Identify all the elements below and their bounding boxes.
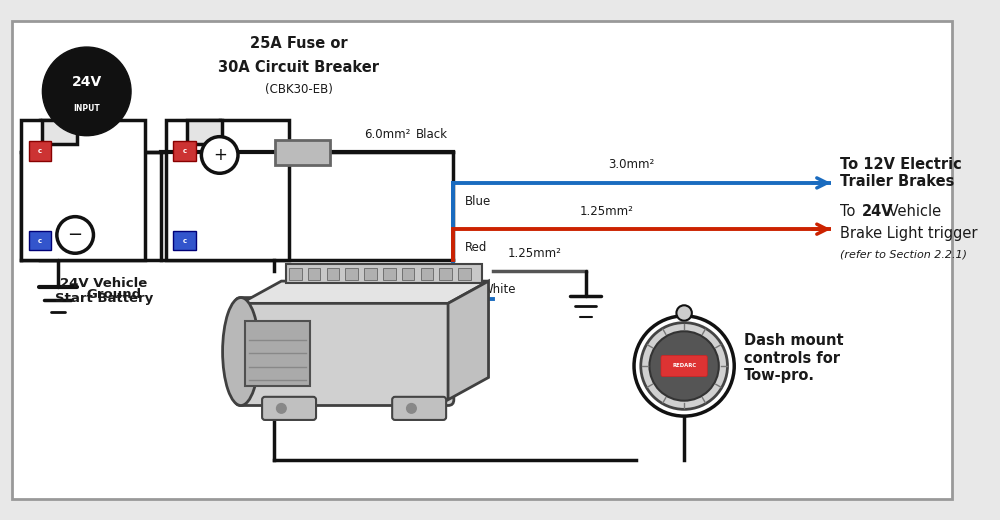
FancyBboxPatch shape — [12, 21, 952, 499]
Text: Brake Light trigger: Brake Light trigger — [840, 226, 978, 241]
Text: 30A Circuit Breaker: 30A Circuit Breaker — [218, 60, 379, 74]
FancyBboxPatch shape — [29, 141, 51, 161]
Text: 6.0mm²: 6.0mm² — [364, 127, 411, 140]
Polygon shape — [448, 281, 489, 400]
Text: To: To — [840, 204, 860, 219]
Text: Black: Black — [416, 127, 448, 140]
FancyBboxPatch shape — [364, 268, 377, 280]
FancyBboxPatch shape — [173, 231, 196, 250]
FancyBboxPatch shape — [383, 268, 396, 280]
FancyBboxPatch shape — [262, 397, 316, 420]
Text: −: − — [68, 226, 83, 244]
Text: c: c — [182, 238, 187, 244]
Text: 3.0mm²: 3.0mm² — [608, 159, 654, 172]
Circle shape — [57, 217, 93, 253]
Circle shape — [201, 137, 238, 173]
Text: 24V Vehicle
Start Battery: 24V Vehicle Start Battery — [55, 277, 153, 305]
Text: (refer to Section 2.2.1): (refer to Section 2.2.1) — [840, 249, 967, 259]
Text: REDARC: REDARC — [672, 363, 696, 369]
Text: 1.25mm²: 1.25mm² — [508, 247, 562, 260]
Circle shape — [634, 316, 734, 416]
Text: c: c — [182, 148, 187, 154]
FancyBboxPatch shape — [392, 397, 446, 420]
Circle shape — [641, 322, 727, 409]
Text: 24V: 24V — [861, 204, 893, 219]
Circle shape — [277, 404, 286, 413]
FancyBboxPatch shape — [402, 268, 414, 280]
Text: Ground: Ground — [87, 288, 142, 301]
Ellipse shape — [223, 297, 259, 406]
FancyBboxPatch shape — [439, 268, 452, 280]
Text: 25A Fuse or: 25A Fuse or — [250, 36, 348, 51]
Text: To 12V Electric
Trailer Brakes: To 12V Electric Trailer Brakes — [840, 157, 962, 189]
Text: Vehicle: Vehicle — [884, 204, 941, 219]
Text: c: c — [38, 148, 42, 154]
Circle shape — [407, 404, 416, 413]
Text: Blue: Blue — [464, 196, 491, 209]
FancyBboxPatch shape — [345, 268, 358, 280]
Text: (CBK30-EB): (CBK30-EB) — [265, 83, 333, 96]
Circle shape — [676, 305, 692, 321]
Text: White: White — [482, 283, 516, 296]
Text: c: c — [38, 238, 42, 244]
FancyBboxPatch shape — [245, 321, 310, 386]
FancyBboxPatch shape — [173, 141, 196, 161]
Circle shape — [42, 47, 131, 136]
FancyBboxPatch shape — [289, 268, 302, 280]
FancyBboxPatch shape — [327, 268, 339, 280]
FancyBboxPatch shape — [421, 268, 433, 280]
FancyBboxPatch shape — [286, 264, 482, 283]
Text: 1.25mm²: 1.25mm² — [580, 204, 634, 217]
FancyBboxPatch shape — [275, 139, 330, 165]
Circle shape — [649, 331, 719, 401]
Text: INPUT: INPUT — [73, 104, 100, 113]
Text: Dash mount
controls for
Tow-pro.: Dash mount controls for Tow-pro. — [744, 333, 843, 383]
Polygon shape — [241, 281, 489, 303]
FancyBboxPatch shape — [661, 355, 707, 376]
FancyBboxPatch shape — [21, 120, 145, 260]
FancyBboxPatch shape — [458, 268, 471, 280]
FancyBboxPatch shape — [235, 297, 454, 406]
Text: 24V: 24V — [72, 75, 102, 89]
FancyBboxPatch shape — [308, 268, 320, 280]
FancyBboxPatch shape — [42, 120, 77, 145]
FancyBboxPatch shape — [187, 120, 222, 145]
Text: +: + — [213, 146, 227, 164]
FancyBboxPatch shape — [29, 231, 51, 250]
FancyBboxPatch shape — [166, 120, 289, 260]
Text: Red: Red — [464, 241, 487, 254]
